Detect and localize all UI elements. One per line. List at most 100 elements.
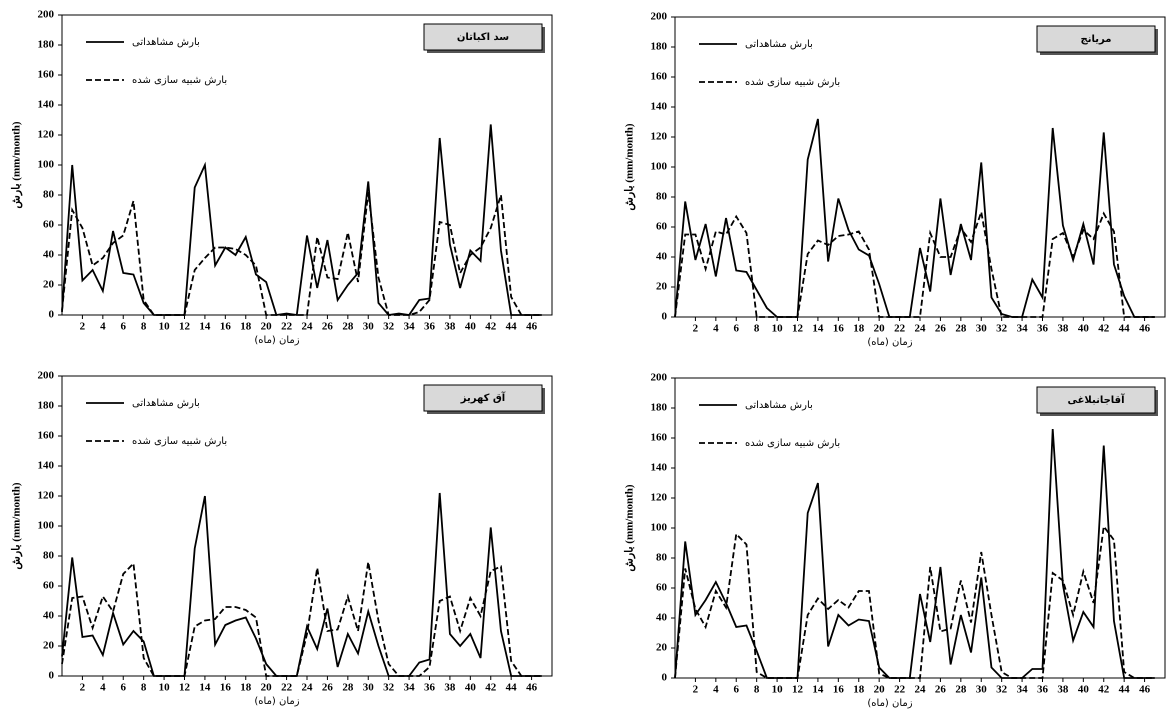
x-tick-label: 12	[179, 682, 191, 694]
title-box	[1036, 25, 1156, 53]
y-tick-label: 160	[651, 71, 668, 83]
x-tick-label: 22	[281, 682, 293, 694]
y-tick-label: 0	[662, 311, 668, 323]
x-tick-label: 22	[281, 321, 293, 333]
x-tick-label: 18	[240, 321, 252, 333]
x-tick-label: 10	[159, 682, 171, 694]
y-tick-label: 20	[43, 279, 55, 291]
y-tick-label: 80	[656, 191, 668, 203]
y-tick-label: 100	[38, 159, 55, 171]
x-tick-label: 36	[1037, 684, 1049, 696]
data-line	[61, 124, 542, 317]
x-tick-label: 30	[363, 321, 375, 333]
x-tick-label: 20	[874, 684, 886, 696]
y-tick-label: 120	[38, 490, 55, 502]
x-tick-label: 34	[1017, 323, 1029, 335]
x-tick-label: 42	[1098, 323, 1110, 335]
x-tick-label: 24	[302, 682, 314, 694]
x-tick-label: 14	[812, 323, 824, 335]
y-tick-label: 120	[651, 492, 668, 504]
legend-label: بارش مشاهداتی	[132, 398, 200, 409]
x-tick-label: 24	[915, 684, 927, 696]
y-tick-label: 60	[43, 219, 55, 231]
x-tick-label: 38	[444, 321, 456, 333]
x-tick-label: 24	[302, 321, 314, 333]
x-tick-label: 8	[754, 323, 760, 335]
title-box	[423, 384, 543, 412]
x-tick-label: 8	[141, 682, 147, 694]
legend-label: بارش شبیه سازی شده	[132, 436, 227, 447]
x-axis-label: زمان (ماه)	[254, 335, 299, 346]
x-tick-label: 4	[100, 321, 106, 333]
x-tick-label: 32	[383, 321, 395, 333]
y-tick-label: 140	[38, 460, 55, 472]
x-tick-label: 36	[424, 321, 436, 333]
x-tick-label: 32	[996, 323, 1008, 335]
x-tick-label: 16	[220, 682, 232, 694]
y-tick-label: 160	[38, 430, 55, 442]
title-box	[1036, 386, 1156, 414]
data-line	[61, 492, 542, 677]
x-tick-label: 42	[485, 321, 497, 333]
y-tick-label: 80	[43, 550, 55, 562]
y-tick-label: 100	[38, 520, 55, 532]
y-tick-label: 180	[38, 39, 55, 51]
y-tick-label: 200	[38, 370, 55, 382]
x-tick-label: 46	[526, 682, 538, 694]
x-tick-label: 14	[199, 682, 211, 694]
y-tick-label: 0	[662, 672, 668, 684]
y-tick-label: 100	[651, 522, 668, 534]
data-line	[674, 428, 1155, 679]
y-tick-label: 40	[43, 249, 55, 261]
x-tick-label: 44	[1119, 684, 1131, 696]
plot-frame	[61, 375, 553, 677]
x-tick-label: 24	[915, 323, 927, 335]
x-tick-label: 4	[713, 684, 719, 696]
x-tick-label: 4	[713, 323, 719, 335]
y-tick-label: 100	[651, 161, 668, 173]
x-tick-label: 36	[424, 682, 436, 694]
y-tick-label: 200	[651, 11, 668, 23]
y-tick-label: 120	[38, 129, 55, 141]
x-tick-label: 14	[199, 321, 211, 333]
x-tick-label: 38	[444, 682, 456, 694]
x-tick-label: 12	[792, 323, 804, 335]
x-tick-label: 28	[342, 682, 354, 694]
x-tick-label: 34	[404, 321, 416, 333]
x-tick-label: 6	[734, 323, 740, 335]
x-tick-label: 18	[240, 682, 252, 694]
data-line	[674, 524, 1155, 679]
y-tick-label: 40	[656, 251, 668, 263]
x-axis-label: زمان (ماه)	[254, 696, 299, 707]
y-tick-label: 40	[656, 612, 668, 624]
y-tick-label: 180	[651, 41, 668, 53]
chart-title: مریانج	[1081, 34, 1112, 45]
y-tick-label: 140	[651, 101, 668, 113]
x-tick-label: 6	[734, 684, 740, 696]
y-tick-label: 60	[656, 582, 668, 594]
y-tick-label: 0	[49, 670, 55, 682]
chart-title: سد اکباتان	[457, 32, 509, 43]
legend-label: بارش مشاهداتی	[745, 39, 813, 50]
x-tick-label: 26	[935, 684, 947, 696]
x-tick-label: 22	[894, 323, 906, 335]
x-tick-label: 6	[121, 682, 127, 694]
x-tick-label: 28	[955, 323, 967, 335]
x-tick-label: 42	[485, 682, 497, 694]
data-line	[674, 118, 1155, 318]
y-tick-label: 200	[651, 372, 668, 384]
title-box	[423, 23, 543, 51]
x-tick-label: 10	[772, 323, 784, 335]
x-tick-label: 16	[220, 321, 232, 333]
x-tick-label: 2	[693, 684, 699, 696]
legend-label: بارش شبیه سازی شده	[745, 77, 840, 88]
x-tick-label: 30	[363, 682, 375, 694]
data-line	[61, 191, 542, 316]
x-tick-label: 2	[80, 321, 86, 333]
y-tick-label: 80	[656, 552, 668, 564]
x-tick-label: 44	[1119, 323, 1131, 335]
